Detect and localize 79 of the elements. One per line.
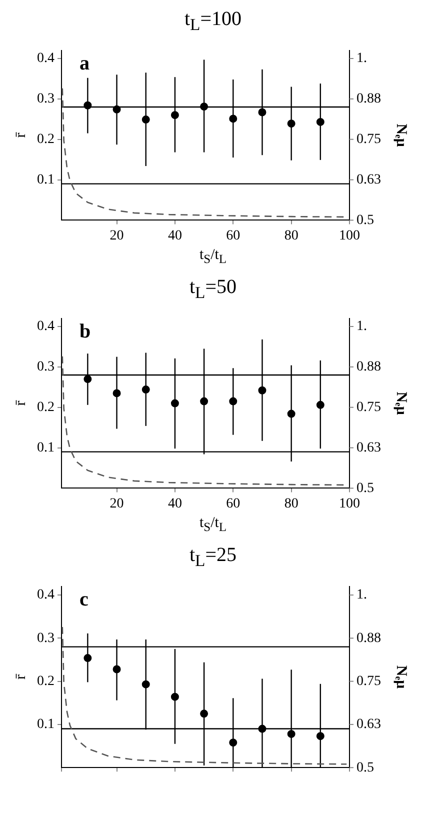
y2-tick-label: 0.75 — [356, 132, 381, 148]
line-series — [62, 626, 348, 765]
point — [287, 730, 296, 738]
y2-tick-label: 0.88 — [356, 630, 381, 646]
point — [316, 400, 324, 409]
y-tick-label: 0.4 — [37, 319, 54, 334]
y-axis-title: r̄ — [12, 673, 29, 680]
x-tick-label: 80 — [284, 228, 298, 244]
chart-title: t$_{L}$=100 — [183, 8, 243, 35]
y-axis-title: r̄ — [12, 131, 29, 138]
x-tick-label: 60 — [226, 496, 240, 512]
point — [316, 732, 324, 740]
point — [258, 108, 266, 116]
x-tick-label: 40 — [168, 496, 182, 512]
y2-axis-title: Nₑμ — [393, 665, 410, 690]
point — [229, 114, 238, 123]
y-tick-label: 0.3 — [37, 92, 54, 107]
y2-tick-label: 0.63 — [356, 440, 381, 456]
y-tick-label: 0.2 — [37, 400, 54, 416]
point — [112, 389, 121, 398]
point — [200, 102, 208, 111]
y2-tick-label: 1. — [356, 51, 367, 66]
y2-tick-label: 0.88 — [356, 360, 381, 375]
point — [112, 105, 121, 114]
y2-tick-label: 1. — [356, 319, 367, 334]
point — [84, 101, 92, 110]
point — [142, 680, 150, 688]
annotation: a — [80, 52, 90, 75]
point — [170, 399, 179, 408]
point — [287, 120, 296, 128]
point — [142, 386, 150, 394]
chart-title: t$_{L}$=50 — [188, 276, 238, 303]
x-tick-label: 100 — [339, 228, 360, 244]
point — [170, 111, 179, 120]
point — [142, 116, 150, 124]
x-tick-label: 20 — [110, 496, 124, 512]
y2-tick-label: 0.5 — [356, 760, 374, 776]
x-tick-label: 60 — [226, 228, 240, 244]
y-tick-label: 0.1 — [37, 172, 54, 188]
point — [170, 692, 179, 701]
y2-axis-title: Nₑμ — [393, 392, 410, 416]
x-tick-label: 20 — [110, 228, 124, 244]
point — [258, 724, 266, 733]
x-tick-label: 40 — [168, 228, 182, 244]
y-tick-label: 0.3 — [37, 630, 54, 646]
y-tick-label: 0.3 — [37, 360, 54, 375]
point — [287, 410, 296, 418]
y2-tick-label: 0.5 — [356, 212, 374, 228]
y-tick-label: 0.4 — [37, 51, 54, 66]
y-tick-label: 0.4 — [37, 588, 54, 603]
y-tick-label: 0.1 — [37, 440, 54, 456]
y-axis-title: r̄ — [12, 399, 29, 406]
annotation: b — [80, 320, 91, 343]
x-axis-title: t$_{S}$/t$_{L}$ — [198, 515, 228, 535]
x-axis-title: t$_{S}$/t$_{L}$ — [198, 247, 228, 267]
y2-tick-label: 0.75 — [356, 674, 381, 689]
chart-title: t$_{L}$=25 — [188, 544, 238, 571]
point — [229, 738, 238, 747]
y2-tick-label: 0.63 — [356, 172, 381, 188]
y-tick-label: 0.2 — [37, 674, 54, 689]
y2-tick-label: 0.88 — [356, 92, 381, 107]
point — [200, 710, 208, 718]
annotation: c — [80, 588, 88, 611]
y2-tick-label: 0.63 — [356, 717, 381, 732]
point — [112, 665, 121, 674]
point — [316, 118, 324, 126]
point — [84, 375, 92, 384]
y2-tick-label: 0.5 — [356, 480, 374, 496]
y-tick-label: 0.2 — [37, 132, 54, 148]
y2-tick-label: 0.75 — [356, 400, 381, 416]
x-tick-label: 100 — [339, 496, 360, 512]
point — [84, 654, 92, 662]
point — [200, 397, 208, 406]
point — [258, 386, 266, 394]
y2-tick-label: 1. — [356, 588, 367, 603]
x-tick-label: 80 — [284, 496, 298, 512]
y2-axis-title: Nₑμ — [393, 124, 410, 148]
point — [229, 397, 238, 406]
y-tick-label: 0.1 — [37, 717, 54, 732]
